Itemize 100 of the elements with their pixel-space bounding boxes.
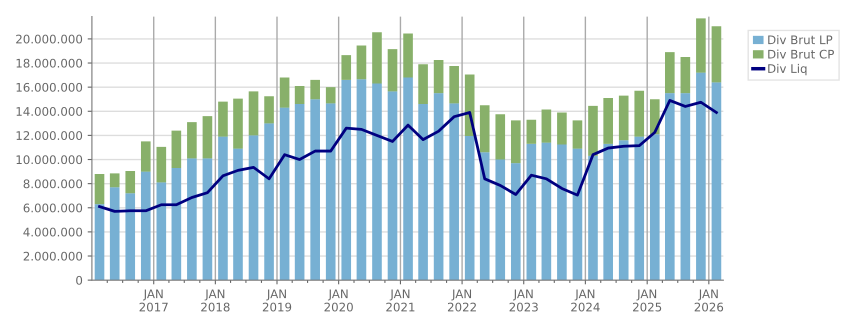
bar xyxy=(557,112,567,144)
bar xyxy=(187,158,197,280)
bar xyxy=(696,72,706,280)
bar xyxy=(156,146,166,182)
bar xyxy=(480,152,490,280)
bar xyxy=(280,108,290,280)
bar xyxy=(588,156,598,280)
bar xyxy=(341,80,352,280)
x-tick-label: JAN 2026 xyxy=(694,290,724,312)
bar xyxy=(510,120,521,164)
bar xyxy=(310,80,320,100)
bar xyxy=(218,136,228,280)
bar xyxy=(388,49,398,92)
bar xyxy=(680,93,690,280)
bar xyxy=(110,173,120,188)
x-tick-label: JAN 2024 xyxy=(571,290,600,312)
bar xyxy=(542,109,552,143)
bar xyxy=(526,144,536,280)
y-tick-label: 14.000.000 xyxy=(16,106,82,116)
bar xyxy=(233,148,243,280)
y-tick-label: 6.000.000 xyxy=(24,203,82,212)
y-tick-label: 4.000.000 xyxy=(23,228,82,237)
y-tick-label: 8.000.000 xyxy=(24,179,82,188)
bar xyxy=(526,120,536,144)
bar xyxy=(403,78,413,280)
bar xyxy=(634,90,644,137)
bar xyxy=(696,18,706,73)
y-tick-label: 12.000.000 xyxy=(16,131,82,140)
bar xyxy=(356,46,366,80)
bar xyxy=(187,122,197,158)
bar xyxy=(603,98,613,144)
bar xyxy=(140,141,151,172)
bar xyxy=(294,86,304,104)
bar xyxy=(588,106,598,156)
bar xyxy=(557,144,567,280)
bar xyxy=(449,103,459,280)
bar xyxy=(464,136,475,280)
bar xyxy=(156,182,166,280)
bar xyxy=(618,96,629,140)
legend-label: Div Brut CP xyxy=(768,49,834,59)
bar xyxy=(572,148,582,280)
bar xyxy=(434,93,444,280)
bar xyxy=(326,103,336,280)
x-tick-label: JAN 2023 xyxy=(510,290,538,312)
bar xyxy=(280,78,290,108)
bar xyxy=(341,55,352,80)
bar xyxy=(510,163,521,280)
bar xyxy=(248,135,258,280)
bar xyxy=(202,158,212,280)
bar xyxy=(356,79,366,280)
bar xyxy=(248,91,258,136)
x-tick-label: JAN 2025 xyxy=(633,290,662,312)
bar xyxy=(712,26,722,82)
bar xyxy=(125,193,136,280)
bar xyxy=(603,144,613,280)
bar xyxy=(233,98,243,149)
x-tick-label: JAN 2020 xyxy=(324,290,353,312)
bar xyxy=(572,120,582,149)
bar xyxy=(618,140,629,280)
bar xyxy=(449,66,459,104)
bar xyxy=(712,82,722,280)
x-tick-label: JAN 2017 xyxy=(140,290,168,312)
bar xyxy=(388,91,398,280)
bar xyxy=(418,64,428,104)
bar xyxy=(418,104,428,280)
bar xyxy=(680,56,690,94)
y-tick-label: 2.000.000 xyxy=(24,252,82,261)
bar xyxy=(310,99,320,280)
bar xyxy=(326,87,336,104)
y-tick-label: 16.000.000 xyxy=(16,82,82,92)
line-series xyxy=(98,99,718,213)
bar xyxy=(372,32,382,84)
x-tick-label: JAN 2021 xyxy=(386,290,414,312)
bar xyxy=(634,136,644,280)
x-tick-label: JAN 2018 xyxy=(201,290,230,312)
bar xyxy=(650,134,660,280)
y-tick-label: 20.000.000 xyxy=(16,34,82,44)
legend-label: Div Brut LP xyxy=(768,35,832,44)
bar xyxy=(372,84,382,280)
bar xyxy=(202,116,212,158)
bar xyxy=(480,105,490,152)
bar xyxy=(125,170,136,194)
bar xyxy=(665,52,675,94)
bar xyxy=(294,104,304,280)
bar xyxy=(94,174,104,204)
bar xyxy=(542,142,552,280)
y-tick-label: 18.000.000 xyxy=(16,58,82,68)
bar xyxy=(495,114,506,160)
bar xyxy=(110,187,120,280)
y-tick-label: 10.000.000 xyxy=(16,155,82,164)
bar xyxy=(172,130,182,168)
legend-label: Div Liq xyxy=(768,64,806,76)
bar xyxy=(140,172,151,280)
bar xyxy=(495,160,506,280)
bar xyxy=(172,168,182,280)
x-tick-label: JAN 2022 xyxy=(448,290,476,312)
bar xyxy=(403,33,413,78)
bar xyxy=(264,123,274,280)
x-tick-label: JAN 2019 xyxy=(262,290,292,312)
bar xyxy=(665,93,675,280)
